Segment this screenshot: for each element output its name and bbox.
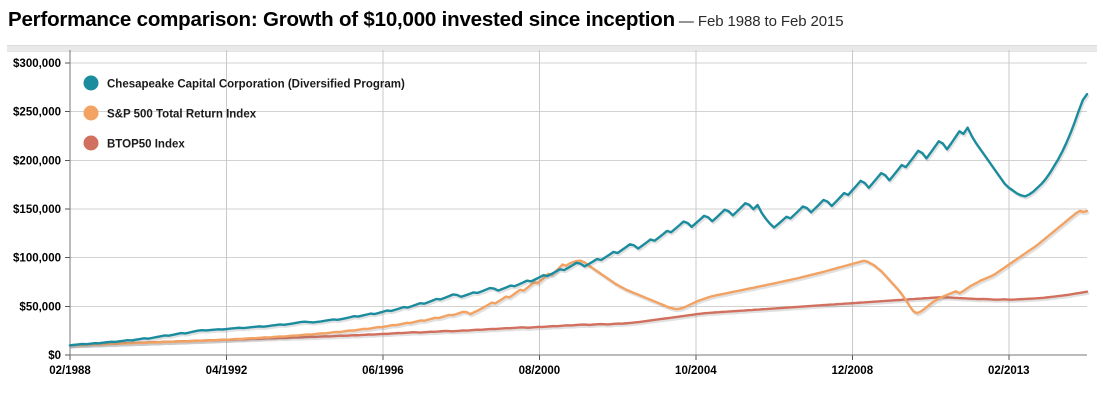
y-axis-label: $300,000 <box>13 58 61 70</box>
y-axis-ticks-group: $0 $50,000 $100,000 $150,000 $200,000 $250,00… <box>13 58 70 362</box>
y-axis-label: $150,000 <box>13 204 61 216</box>
performance-chart: $0 $50,000 $100,000 $150,000 $200,000 $250,00… <box>0 50 1103 408</box>
axes-group <box>69 50 1087 356</box>
y-axis-label: $100,000 <box>13 253 61 265</box>
data-series-group <box>68 92 1090 349</box>
x-axis-label: 06/1996 <box>362 365 404 377</box>
vertical-gridlines-group <box>225 50 1010 355</box>
x-axis-label: 10/2004 <box>675 365 717 377</box>
y-axis-label: $250,000 <box>13 107 61 119</box>
series-shadow <box>70 292 1090 349</box>
series-line <box>68 92 1089 347</box>
page-title: Performance comparison: Growth of $10,00… <box>8 8 675 31</box>
y-axis-label: $200,000 <box>13 155 61 167</box>
legend-swatch <box>83 105 99 121</box>
x-axis-label: 08/2000 <box>519 365 561 377</box>
header-divider <box>7 45 1097 52</box>
legend-label: BTOP50 Index <box>107 139 185 151</box>
legend-label: S&P 500 Total Return Index <box>107 109 257 121</box>
legend-swatch <box>83 75 99 91</box>
chart-legend: Chesapeake Capital Corporation (Diversif… <box>83 75 405 151</box>
series-line <box>68 209 1089 347</box>
x-axis-label: 02/1988 <box>49 365 91 377</box>
x-axis-label: 02/2013 <box>988 365 1030 377</box>
series-shadow <box>70 94 1090 349</box>
legend-label: Chesapeake Capital Corporation (Diversif… <box>107 79 405 91</box>
page-header: Performance comparison: Growth of $10,00… <box>8 8 1098 38</box>
y-axis-label: $50,000 <box>19 301 61 313</box>
x-axis-label: 12/2008 <box>832 365 874 377</box>
page-subtitle: — Feb 1988 to Feb 2015 <box>678 13 844 30</box>
gridlines-group <box>70 62 1087 307</box>
chart-svg: $0 $50,000 $100,000 $150,000 $200,000 $250,00… <box>13 50 1090 377</box>
x-axis-label: 04/1992 <box>206 365 248 377</box>
y-axis-label: $0 <box>48 350 61 362</box>
legend-swatch <box>83 135 99 151</box>
x-axis-ticks-group: 02/1988 04/1992 06/1996 08/2000 10/2004 12/20… <box>49 355 1030 377</box>
